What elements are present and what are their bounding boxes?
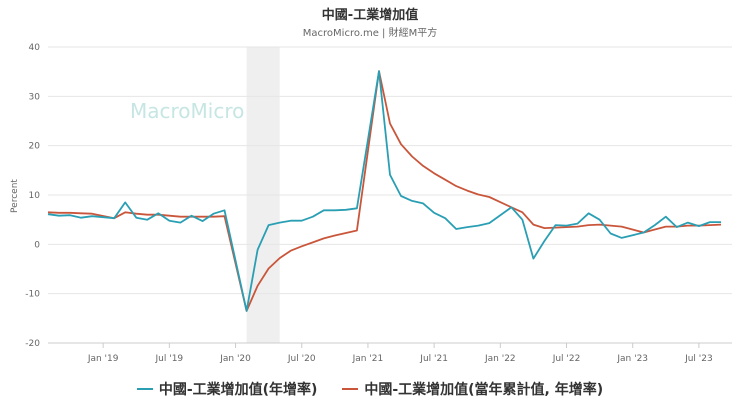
chart-legend: 中國-工業增加值(年增率) 中國-工業增加值(當年累計值, 年增率)	[0, 378, 740, 399]
x-tick-label: Jul '23	[684, 354, 713, 364]
legend-swatch	[342, 388, 359, 390]
x-tick-label: Jul '21	[419, 354, 448, 364]
y-tick-label: 30	[29, 92, 41, 102]
x-tick-label: Jan '20	[219, 354, 251, 364]
y-tick-label: -20	[25, 339, 40, 349]
x-tick-label: Jul '20	[287, 354, 316, 364]
legend-swatch	[136, 388, 153, 390]
y-tick-label: 40	[29, 43, 41, 53]
x-tick-label: Jul '22	[552, 354, 581, 364]
x-tick-label: Jan '21	[352, 354, 384, 364]
watermark-text: MacroMicro	[130, 99, 244, 123]
x-tick-label: Jan '22	[484, 354, 516, 364]
x-tick-label: Jan '23	[616, 354, 648, 364]
chart-subtitle: MacroMicro.me | 財經M平方	[302, 28, 438, 39]
x-axis-ticks: Jan '19 Jul '19 Jan '20 Jul '20 Jan '21 Jul '…	[48, 342, 732, 364]
y-tick-label: -10	[25, 290, 40, 300]
line-chart: MacroMicro 40 30 20 10 0 -10 -20 Jan '19 Jul '1…	[10, 43, 732, 364]
legend-label: 中國-工業增加值(當年累計值, 年增率)	[364, 382, 604, 398]
y-tick-label: 20	[29, 142, 41, 152]
grid-lines	[48, 46, 732, 344]
chart-title: 中國-工業增加值	[321, 8, 419, 23]
legend-item-yoy[interactable]: 中國-工業增加值(年增率)	[136, 379, 318, 399]
y-axis-label: Percent	[10, 179, 20, 213]
legend-label: 中國-工業增加值(年增率)	[158, 382, 318, 398]
x-tick-label: Jul '19	[155, 354, 184, 364]
x-tick-label: Jan '19	[87, 354, 119, 364]
y-axis-ticks: 40 30 20 10 0 -10 -20	[25, 43, 40, 349]
y-tick-label: 0	[34, 240, 40, 250]
series-lines	[47, 70, 722, 312]
series-line-yoy	[47, 70, 721, 312]
legend-item-ytd[interactable]: 中國-工業增加值(當年累計值, 年增率)	[342, 379, 603, 399]
y-tick-label: 10	[29, 191, 41, 201]
